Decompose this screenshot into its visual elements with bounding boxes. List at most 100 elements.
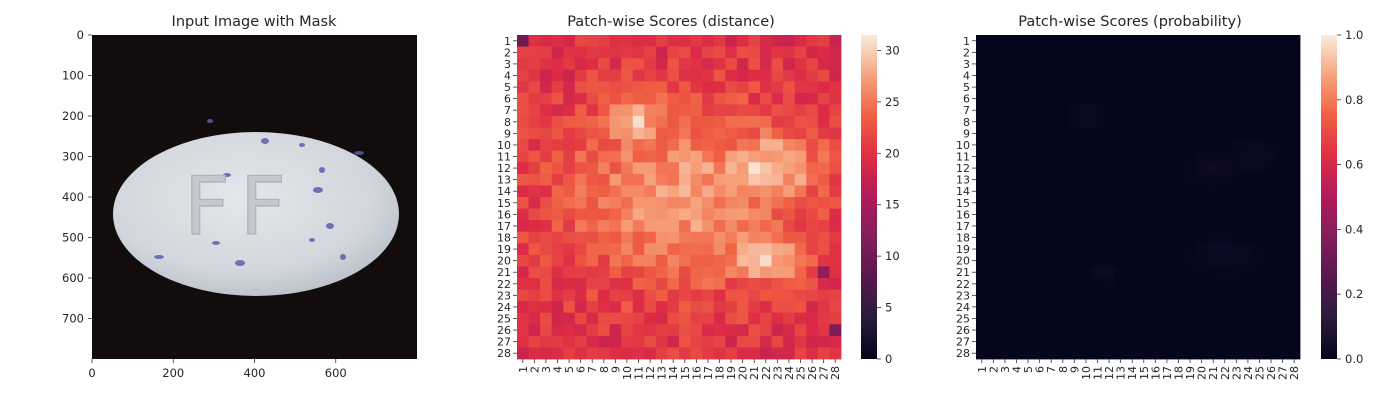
- heatmap-cell: [1103, 347, 1116, 360]
- heatmap-cell: [736, 104, 749, 117]
- panel-distance: Patch-wise Scores (distance) 11223344556…: [497, 14, 900, 380]
- heatmap-cell: [1045, 220, 1058, 233]
- heatmap-cell: [1033, 254, 1046, 267]
- heatmap-cell: [1022, 92, 1035, 105]
- heatmap-cell: [817, 278, 830, 290]
- heatmap-cell: [817, 150, 830, 163]
- heatmap-cell: [655, 312, 668, 325]
- heatmap-cell: [1149, 162, 1162, 175]
- heatmap-cell: [1103, 69, 1116, 82]
- heatmap-cell: [574, 104, 587, 117]
- heatmap-cell: [987, 185, 1000, 198]
- heatmap-cell: [679, 162, 691, 175]
- heatmap-cell: [829, 162, 842, 175]
- heatmap-cell: [609, 69, 622, 82]
- heatmap-cell: [1126, 243, 1139, 256]
- heatmap-cell: [1288, 347, 1301, 360]
- pill-speck: [261, 138, 269, 144]
- heatmap-cell: [1068, 162, 1081, 175]
- heatmap-cell: [829, 104, 842, 117]
- heatmap-cell: [679, 335, 691, 348]
- y-tick-label: 16: [956, 208, 970, 221]
- heatmap-cell: [794, 335, 807, 348]
- heatmap-cell: [771, 208, 784, 221]
- heatmap-cell: [1010, 35, 1023, 47]
- heatmap-cell: [1057, 324, 1069, 337]
- heatmap-cell: [1022, 197, 1035, 209]
- heatmap-cell: [1184, 324, 1197, 337]
- heatmap-cell: [1138, 58, 1150, 71]
- heatmap-cell: [1253, 347, 1266, 360]
- heatmap-cell: [679, 139, 691, 152]
- heatmap-cell: [690, 231, 703, 244]
- heatmap-cell: [1184, 58, 1197, 71]
- heatmap-cell: [563, 231, 576, 244]
- heatmap-cell: [563, 254, 576, 267]
- x-tick-label: 11: [633, 366, 646, 380]
- heatmap-cell: [725, 81, 738, 94]
- heatmap-cell: [528, 278, 541, 290]
- heatmap-cell: [690, 243, 703, 256]
- heatmap-cell: [794, 139, 807, 152]
- heatmap-cell: [829, 347, 842, 360]
- heatmap-cell: [806, 301, 819, 314]
- heatmap-cell: [702, 69, 715, 82]
- heatmap-cell: [783, 58, 796, 71]
- heatmap-cell: [748, 162, 761, 175]
- heatmap-cell: [1265, 104, 1278, 117]
- heatmap-cell: [702, 243, 715, 256]
- heatmap-cell: [1068, 173, 1081, 186]
- y-tick-label: 8: [963, 116, 970, 129]
- heatmap-cell: [1253, 243, 1266, 256]
- heatmap-cell: [771, 301, 784, 314]
- heatmap-cell: [1149, 69, 1162, 82]
- x-tick-label: 0: [88, 366, 95, 380]
- heatmap-cell: [725, 266, 738, 279]
- heatmap-cell: [702, 220, 715, 233]
- heatmap-cell: [540, 335, 553, 348]
- heatmap-cell: [1022, 347, 1035, 360]
- heatmap-cell: [999, 104, 1012, 117]
- heatmap-cell: [1276, 185, 1289, 198]
- heatmap-cell: [632, 347, 645, 360]
- x-tick-label: 20: [1196, 366, 1209, 380]
- heatmap-cell: [1276, 92, 1289, 105]
- heatmap-cell: [713, 254, 726, 267]
- heatmap-cell: [760, 243, 772, 256]
- y-tick-label: 15: [956, 197, 970, 210]
- heatmap-cell: [517, 116, 529, 128]
- heatmap-cell: [517, 301, 529, 314]
- heatmap-cell: [999, 254, 1012, 267]
- heatmap-cell: [806, 335, 819, 348]
- heatmap-cell: [1161, 324, 1174, 337]
- heatmap-cell: [1114, 335, 1127, 348]
- heatmap-cell: [771, 312, 784, 325]
- heatmap-cell: [1230, 69, 1243, 82]
- heatmap-cell: [987, 58, 1000, 71]
- heatmap-cell: [540, 139, 553, 152]
- heatmap-cell: [794, 208, 807, 221]
- heatmap-cell: [528, 46, 541, 59]
- heatmap-cell: [829, 324, 842, 337]
- heatmap-cell: [1207, 312, 1220, 325]
- heatmap-cell: [817, 162, 830, 175]
- heatmap-cell: [1207, 116, 1220, 128]
- heatmap-cell: [783, 254, 796, 267]
- heatmap-cell: [1103, 173, 1116, 186]
- heatmap-cell: [1010, 220, 1023, 233]
- heatmap-cell: [517, 243, 529, 256]
- heatmap-cell: [829, 116, 842, 128]
- heatmap-cell: [1253, 35, 1266, 47]
- y-tick-label: 26: [497, 324, 511, 337]
- heatmap-cell: [783, 347, 796, 360]
- heatmap-cell: [1161, 266, 1174, 279]
- heatmap-cell: [794, 254, 807, 267]
- heatmap-cell: [760, 220, 772, 233]
- heatmap-cell: [1010, 162, 1023, 175]
- heatmap-cell: [1091, 150, 1104, 163]
- heatmap-cell: [1207, 208, 1220, 221]
- heatmap-cell: [976, 104, 988, 117]
- heatmap-cell: [829, 185, 842, 198]
- heatmap-cell: [574, 35, 587, 47]
- heatmap-cell: [1010, 139, 1023, 152]
